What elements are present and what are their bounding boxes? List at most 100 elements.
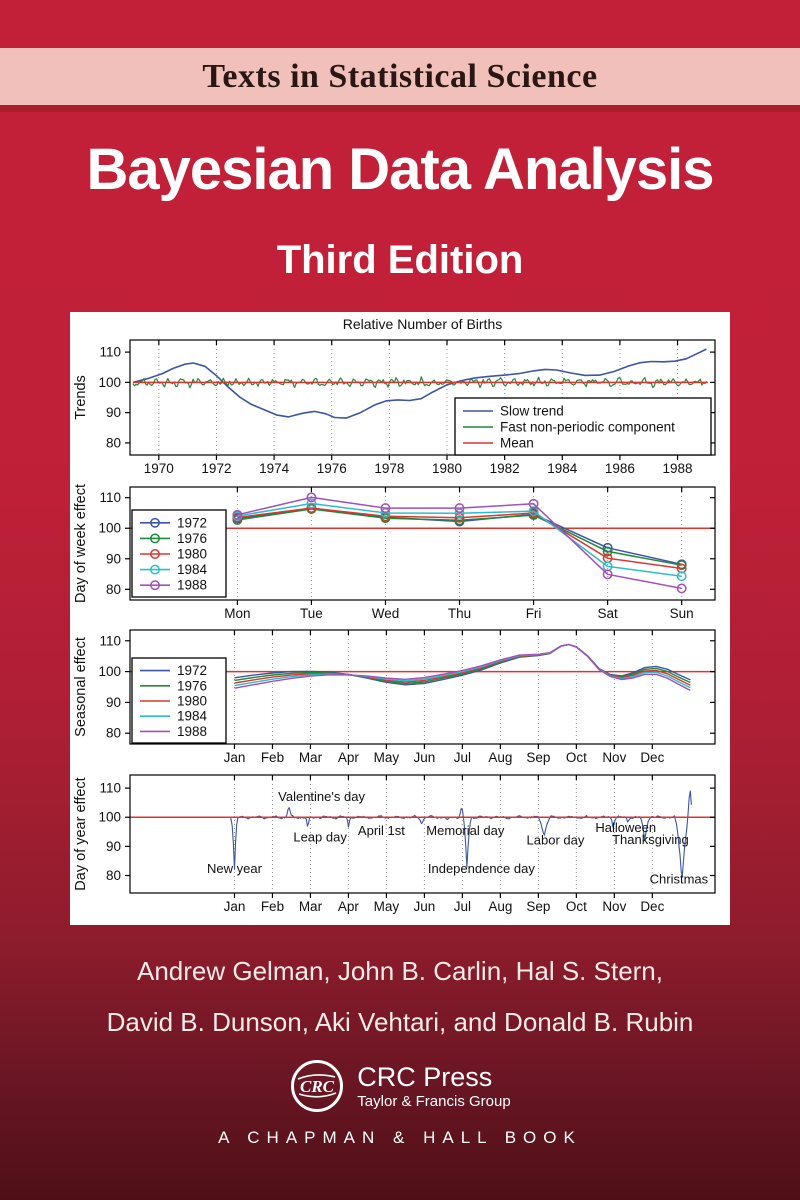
svg-text:Slow trend: Slow trend (500, 404, 564, 419)
svg-text:110: 110 (99, 490, 121, 505)
svg-text:Jun: Jun (414, 899, 436, 914)
births-figure: 1970 1972 1974 1976 1978 1980 1982 1984 1986 1988… (70, 312, 730, 925)
svg-text:Independence day: Independence day (428, 861, 535, 876)
svg-text:Nov: Nov (602, 750, 626, 765)
svg-text:1976: 1976 (177, 678, 207, 693)
svg-text:Memorial day: Memorial day (426, 823, 505, 838)
edition-title: Third Edition (276, 238, 524, 282)
svg-text:Sat: Sat (597, 606, 618, 621)
svg-text:Aug: Aug (488, 750, 512, 765)
svg-text:Day of year effect: Day of year effect (73, 777, 89, 890)
svg-text:Seasonal effect: Seasonal effect (73, 637, 89, 737)
svg-text:Christmas: Christmas (650, 871, 709, 886)
day-of-year-chart: Valentine's day Leap day April 1st Memorial… (73, 774, 716, 914)
svg-text:1970: 1970 (144, 461, 174, 476)
svg-text:Wed: Wed (372, 606, 400, 621)
svg-text:April 1st: April 1st (358, 823, 405, 838)
imprint-text: A CHAPMAN & HALL BOOK (218, 1128, 582, 1147)
crc-logo-icon: CRC (291, 1060, 344, 1112)
svg-text:May: May (374, 899, 400, 914)
svg-text:Oct: Oct (566, 899, 587, 914)
svg-text:CRC: CRC (300, 1077, 335, 1096)
svg-text:Day of week effect: Day of week effect (73, 484, 89, 603)
svg-text:Sep: Sep (526, 899, 550, 914)
svg-text:Mar: Mar (299, 750, 323, 765)
svg-text:Trends: Trends (73, 375, 89, 420)
svg-text:Leap day: Leap day (293, 830, 347, 845)
svg-text:1976: 1976 (177, 531, 207, 546)
svg-text:Tue: Tue (300, 606, 323, 621)
authors-line-1: Andrew Gelman, John B. Carlin, Hal S. St… (136, 956, 663, 986)
svg-text:Jun: Jun (414, 750, 436, 765)
svg-text:90: 90 (106, 695, 121, 710)
authors-line-2: David B. Dunson, Aki Vehtari, and Donald… (106, 1007, 694, 1037)
svg-text:1988: 1988 (177, 578, 207, 593)
svg-text:Halloween: Halloween (595, 820, 656, 835)
svg-text:Thu: Thu (448, 606, 471, 621)
svg-text:110: 110 (99, 781, 121, 796)
svg-text:Labor day: Labor day (527, 833, 585, 848)
svg-text:1988: 1988 (663, 461, 693, 476)
seasonal-chart: Jan Feb Mar Apr May Jun Jul Aug Sep Oct Nov Dec 80 90… (73, 629, 716, 765)
svg-text:1978: 1978 (374, 461, 404, 476)
svg-text:80: 80 (106, 726, 121, 741)
svg-text:Jul: Jul (454, 750, 471, 765)
svg-text:100: 100 (98, 810, 121, 825)
day-of-week-chart: Mon Tue Wed Thu Fri Sat Sun 80 90 100 110 Day of we… (73, 484, 716, 621)
svg-text:1980: 1980 (432, 461, 462, 476)
svg-text:Dec: Dec (640, 750, 664, 765)
svg-text:Thanksgiving: Thanksgiving (612, 832, 689, 847)
publisher-logo-row: CRC CRC Press Taylor & Francis Group (289, 1058, 511, 1114)
svg-text:Fast non-periodic component: Fast non-periodic component (500, 420, 675, 435)
svg-text:Sep: Sep (526, 750, 550, 765)
svg-text:80: 80 (106, 868, 121, 883)
svg-text:Valentine's day: Valentine's day (278, 789, 365, 804)
svg-text:Feb: Feb (261, 750, 284, 765)
svg-text:Apr: Apr (338, 750, 360, 765)
svg-text:90: 90 (106, 839, 121, 854)
svg-text:Dec: Dec (640, 899, 664, 914)
svg-text:Apr: Apr (338, 899, 360, 914)
publisher-name: CRC Press (357, 1061, 493, 1092)
svg-text:1976: 1976 (317, 461, 347, 476)
svg-text:Oct: Oct (566, 750, 587, 765)
svg-text:1982: 1982 (490, 461, 520, 476)
svg-text:1974: 1974 (259, 461, 290, 476)
svg-text:80: 80 (106, 582, 121, 597)
svg-text:Mar: Mar (299, 899, 323, 914)
svg-text:90: 90 (106, 405, 121, 420)
publisher-group: Taylor & Francis Group (357, 1092, 511, 1110)
svg-text:1988: 1988 (177, 724, 207, 739)
svg-text:1984: 1984 (177, 562, 208, 577)
svg-text:1972: 1972 (201, 461, 231, 476)
svg-text:Mean: Mean (500, 436, 534, 451)
svg-text:New year: New year (207, 861, 263, 876)
svg-text:100: 100 (98, 664, 121, 679)
svg-text:1972: 1972 (177, 515, 207, 530)
svg-text:80: 80 (106, 435, 121, 450)
authors-block: Andrew Gelman, John B. Carlin, Hal S. St… (0, 946, 800, 1048)
svg-text:Jan: Jan (224, 899, 246, 914)
svg-text:Aug: Aug (488, 899, 512, 914)
svg-text:Mon: Mon (224, 606, 250, 621)
series-banner-text: Texts in Statistical Science (202, 57, 598, 95)
book-title: Bayesian Data Analysis (86, 137, 714, 202)
svg-text:Sun: Sun (670, 606, 694, 621)
svg-text:100: 100 (98, 375, 121, 390)
svg-text:Nov: Nov (602, 899, 626, 914)
series-banner: Texts in Statistical Science (0, 48, 800, 105)
svg-text:90: 90 (106, 551, 121, 566)
svg-text:1984: 1984 (177, 709, 208, 724)
svg-text:1980: 1980 (177, 694, 207, 709)
svg-text:1980: 1980 (177, 547, 207, 562)
svg-text:1986: 1986 (605, 461, 635, 476)
trends-chart: 1970 1972 1974 1976 1978 1980 1982 1984 1986 1988… (73, 316, 716, 476)
svg-text:1984: 1984 (547, 461, 578, 476)
svg-text:1972: 1972 (177, 663, 207, 678)
svg-text:110: 110 (99, 345, 121, 360)
svg-text:Fri: Fri (526, 606, 542, 621)
svg-text:110: 110 (99, 633, 121, 648)
banner-rule (0, 105, 800, 112)
svg-text:Feb: Feb (261, 899, 284, 914)
